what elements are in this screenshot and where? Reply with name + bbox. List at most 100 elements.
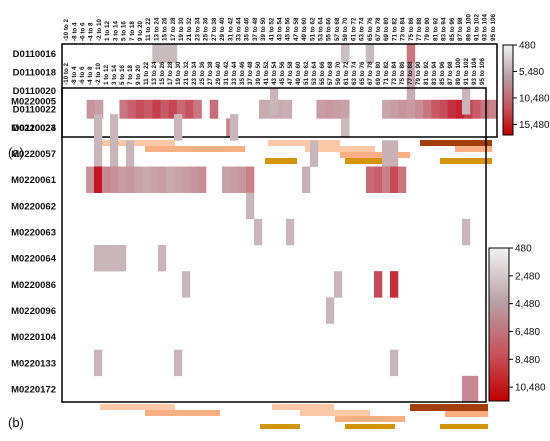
heat-cell (246, 192, 255, 220)
column-label: 63 to 74 (351, 61, 358, 85)
column-label: 35 to 46 (239, 61, 246, 85)
heat-cell (341, 118, 350, 138)
heat-cell (86, 166, 95, 193)
heat-cell (472, 99, 481, 119)
column-label: 65 to 76 (367, 17, 374, 41)
column-label: -6 to 6 (80, 22, 87, 41)
column-label: 53 to 64 (318, 17, 325, 41)
column-label: 7 to 18 (127, 65, 134, 85)
heat-cell (134, 166, 143, 193)
colorbar-tick-label: 5,480 (519, 67, 544, 78)
column-label: 85 to 96 (439, 61, 446, 85)
heat-cell (462, 88, 471, 115)
heat-cell (182, 166, 191, 193)
column-label: 13 to 24 (151, 61, 158, 85)
column-label: 47 to 58 (287, 61, 294, 85)
heat-cell (406, 81, 416, 101)
heat-cell (126, 140, 135, 167)
colorbar-tick-label: 10,480 (519, 93, 550, 104)
heat-cell (326, 297, 335, 324)
heat-cell (439, 99, 449, 119)
heat-cell (160, 44, 169, 63)
column-label: 41 to 52 (263, 61, 270, 85)
row-label: D0110020 (13, 86, 56, 97)
column-label: 87 to 98 (457, 17, 464, 41)
heat-cell (193, 99, 202, 119)
column-label: -6 to 6 (79, 66, 86, 85)
colorbar-tick-label: 8,480 (515, 355, 540, 366)
heat-cell (94, 349, 103, 377)
column-label: 29 to 40 (219, 17, 226, 41)
column-label: -8 to 4 (71, 66, 78, 85)
column-label: 93 to 104 (471, 58, 478, 85)
column-label: 15 to 26 (162, 17, 169, 41)
range-bands-a (100, 140, 492, 164)
column-label: 69 to 80 (375, 61, 382, 85)
column-label: -2 to 10 (96, 18, 103, 41)
heat-cell (118, 166, 127, 193)
column-label: 21 to 32 (186, 17, 193, 41)
column-label: 9 to 20 (137, 21, 144, 41)
column-label: 71 to 82 (383, 61, 390, 85)
column-label: 49 to 60 (301, 17, 308, 41)
heat-cell (275, 99, 284, 119)
heat-cell (382, 140, 391, 167)
heat-cell (135, 99, 145, 119)
row-label: D0110022 (13, 105, 56, 116)
heat-cell (390, 349, 399, 377)
heat-cell (110, 166, 119, 193)
heat-cell (382, 166, 391, 193)
heat-cell (390, 99, 399, 119)
heat-cell (174, 166, 183, 193)
column-label: 39 to 50 (255, 61, 262, 85)
heat-cell (258, 99, 268, 119)
column-label: -4 to 8 (87, 66, 94, 85)
heat-cell (190, 166, 199, 193)
heat-cell (414, 99, 424, 119)
heat-cell (152, 44, 161, 63)
column-label: 21 to 32 (183, 61, 190, 85)
heat-cell (222, 166, 231, 193)
heat-cell (198, 166, 207, 193)
heat-cell (152, 99, 161, 119)
column-label: 75 to 86 (408, 17, 415, 41)
colorbar-tick-label: 10,480 (515, 383, 546, 394)
column-label: 11 to 22 (145, 17, 152, 41)
column-label: 79 to 90 (424, 17, 431, 41)
column-label: 11 to 22 (143, 61, 150, 85)
heat-cell (94, 99, 104, 119)
heat-cell (390, 271, 399, 298)
column-label: 91 to 102 (473, 14, 480, 41)
heat-cell (209, 99, 219, 119)
row-label: M0220061 (11, 175, 57, 186)
column-label: 47 to 58 (293, 17, 300, 41)
heat-cell (365, 44, 375, 63)
heat-cell (94, 245, 103, 272)
heat-cell (127, 99, 137, 119)
heat-cell (119, 99, 128, 119)
heat-cell (462, 218, 471, 246)
heat-cell (158, 166, 167, 193)
heat-cell (406, 62, 416, 82)
column-label: 77 to 88 (416, 17, 423, 41)
heat-cell (480, 99, 490, 119)
heat-cell (341, 99, 350, 119)
heat-cell (302, 166, 311, 193)
column-label: -8 to 4 (71, 22, 78, 41)
column-label: 71 to 82 (391, 17, 398, 41)
column-label: 35 to 46 (244, 17, 251, 41)
heat-cell (150, 166, 159, 193)
heat-cell (398, 166, 407, 193)
column-label: 81 to 92 (432, 17, 439, 41)
column-label: 25 to 36 (199, 61, 206, 85)
plot-frame (61, 43, 498, 138)
heat-cell (142, 166, 151, 193)
column-label: 43 to 54 (271, 61, 278, 85)
column-label: 83 to 94 (441, 17, 448, 41)
column-label: 81 to 92 (423, 61, 430, 85)
column-label: -10 to 2 (63, 18, 70, 41)
heat-cell (310, 140, 319, 167)
heat-cell (118, 245, 127, 272)
column-label: 55 to 66 (319, 61, 326, 85)
